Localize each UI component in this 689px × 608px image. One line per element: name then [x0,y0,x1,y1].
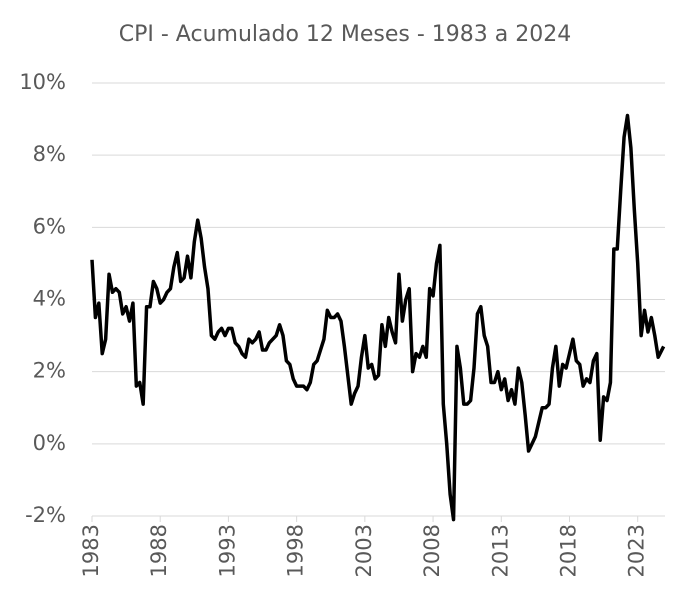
y-tick-label: 8% [33,142,66,166]
x-tick-label: 2023 [625,524,649,577]
y-tick-label: 6% [33,214,66,238]
chart-title: CPI - Acumulado 12 Meses - 1983 a 2024 [119,22,571,47]
x-tick-label: 2018 [557,524,581,577]
x-tick-label: 2008 [420,524,444,577]
y-tick-label: 4% [33,287,66,311]
x-tick-label: 1983 [79,524,103,577]
x-tick-label: 1993 [215,524,239,577]
x-tick-label: 2003 [352,524,376,577]
x-tick-label: 1988 [147,524,171,577]
x-tick-label: 1998 [284,524,308,577]
cpi-line [90,113,666,522]
y-tick-label: 0% [33,431,66,455]
x-tick-label: 2013 [488,524,512,577]
y-tick-label: 10% [19,70,66,94]
y-tick-label: -2% [25,503,66,527]
y-tick-label: 2% [33,359,66,383]
